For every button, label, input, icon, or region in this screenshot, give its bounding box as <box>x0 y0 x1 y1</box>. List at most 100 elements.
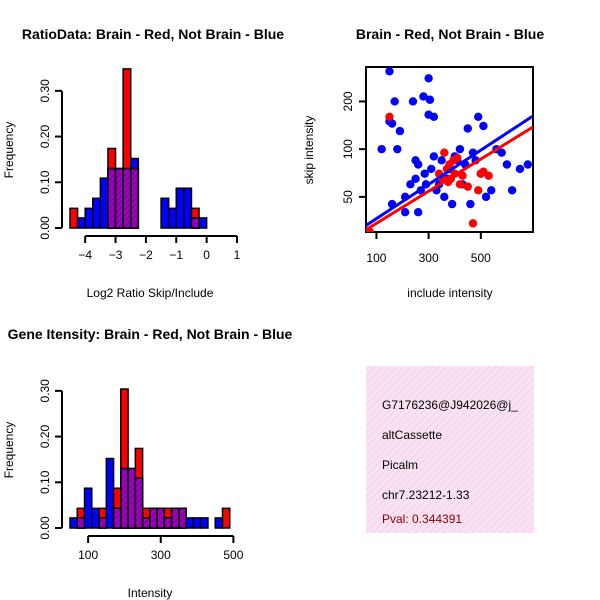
ratio-hist-x-tick-label: −1 <box>169 248 183 262</box>
scatter-point-notbrain <box>419 92 428 101</box>
ratio-hist-bar-overlap <box>107 167 117 229</box>
intensity-hist-bar-notbrain <box>69 517 79 529</box>
scatter-point-brain <box>468 219 478 228</box>
ratio-hist-bar-notbrain <box>99 177 109 229</box>
intensity-hist-y-tick-label: 0.20 <box>38 425 52 449</box>
scatter-point-notbrain <box>474 112 483 122</box>
scatter-point-brain <box>440 148 449 157</box>
scatter-point-notbrain <box>447 199 457 209</box>
intensity-hist-bar-notbrain <box>214 517 224 529</box>
scatter-fit-line-brain <box>366 125 533 232</box>
scatter-point-brain <box>458 171 467 180</box>
scatter-point-notbrain <box>515 164 525 174</box>
scatter-point-brain <box>385 112 394 122</box>
intensity-hist-bar-overlap <box>98 517 108 529</box>
intensity-hist-bar-notbrain <box>83 487 93 529</box>
scatter-point-notbrain <box>413 208 423 217</box>
scatter-point-notbrain <box>463 124 472 133</box>
intensity-hist-bar-overlap <box>178 507 187 529</box>
ratio-hist-bar-notbrain <box>84 207 94 229</box>
intensity-hist-bar-notbrain <box>185 517 195 529</box>
scatter-point-notbrain <box>411 156 420 165</box>
info-event-type: altCassette <box>382 428 442 442</box>
scatter-points <box>366 67 533 232</box>
scatter-point-brain <box>453 153 462 163</box>
ratio-hist-bar-overlap <box>122 167 132 229</box>
intensity-histogram: Gene Itensity: Brain - Red, Not Brain - … <box>2 326 293 600</box>
scatter-point-notbrain <box>377 144 386 154</box>
scatter-fit-line-notbrain <box>366 114 533 227</box>
ratio-hist-y-tick-label: 0.10 <box>38 170 52 194</box>
ratio-hist-xlabel: Log2 Ratio Skip/Include <box>87 286 214 300</box>
ratio-hist-bar-notbrain <box>183 187 193 229</box>
ratio-hist-bar-notbrain <box>175 187 185 229</box>
scatter-point-notbrain <box>429 152 439 161</box>
scatter-point-notbrain <box>440 192 449 202</box>
scatter-point-notbrain <box>497 148 506 157</box>
intensity-scatter: Brain - Red, Not Brain - Blue 100 300 500 5… <box>302 26 544 300</box>
intensity-hist-bar-notbrain <box>91 507 100 529</box>
scatter-ylabel: skip intensity <box>302 116 316 185</box>
intensity-hist-bar-overlap <box>134 477 144 529</box>
ratio-hist-x-tick-label: −2 <box>139 248 153 262</box>
info-gene-name: Picalm <box>382 458 418 472</box>
ratio-histogram: RatioData: Brain - Red, Not Brain - Blue… <box>2 26 284 300</box>
intensity-hist-y-tick-label: 0.30 <box>38 379 52 403</box>
ratio-hist-bar-notbrain <box>76 217 86 229</box>
ratio-hist-bar-notbrain <box>160 197 170 229</box>
scatter-point-notbrain <box>427 164 436 174</box>
intensity-hist-y-tick-label: 0.00 <box>38 516 52 540</box>
scatter-x-tick-label: 500 <box>471 251 491 265</box>
scatter-point-notbrain <box>487 186 496 195</box>
scatter-point-brain <box>484 171 493 180</box>
scatter-point-notbrain <box>479 121 488 131</box>
intensity-hist-bar-notbrain <box>192 517 202 529</box>
scatter-point-notbrain <box>385 67 394 76</box>
intensity-hist-ylabel: Frequency <box>2 422 16 479</box>
intensity-hist-x-tick-label: 300 <box>151 548 171 562</box>
intensity-hist-bar-overlap <box>127 467 137 529</box>
ratio-hist-bar-notbrain <box>92 197 102 229</box>
ratio-hist-x-tick-label: −3 <box>109 248 123 262</box>
scatter-point-notbrain <box>425 95 435 104</box>
scatter-point-brain <box>474 186 483 195</box>
intensity-hist-bar-overlap <box>76 517 86 529</box>
scatter-y-tick-label: 50 <box>341 190 355 204</box>
intensity-hist-xlabel: Intensity <box>128 586 173 600</box>
intensity-hist-bar-overlap <box>163 517 173 529</box>
scatter-title: Brain - Red, Not Brain - Blue <box>356 26 544 42</box>
intensity-hist-title: Gene Itensity: Brain - Red, Not Brain - … <box>8 326 293 342</box>
ratio-hist-y-tick-label: 0.30 <box>38 79 52 103</box>
info-panel-background <box>366 366 534 533</box>
ratio-hist-y-tick-label: 0.20 <box>38 125 52 149</box>
scatter-point-notbrain <box>395 126 405 136</box>
scatter-point-notbrain <box>408 97 418 106</box>
scatter-xlabel: include intensity <box>407 286 492 300</box>
ratio-hist-title: RatioData: Brain - Red, Not Brain - Blue <box>22 26 284 42</box>
scatter-point-notbrain <box>390 97 399 106</box>
scatter-y-tick-label: 200 <box>341 91 355 111</box>
ratio-hist-x-tick-label: 0 <box>203 248 210 262</box>
scatter-point-notbrain <box>437 156 446 165</box>
scatter-point-notbrain <box>481 192 491 202</box>
intensity-hist-x-tick-label: 500 <box>223 548 243 562</box>
scatter-point-brain <box>463 182 472 191</box>
scatter-x-tick-label: 300 <box>419 251 439 265</box>
intensity-hist-axes: 0.00 0.10 0.20 0.30 100 300 500 <box>38 379 244 562</box>
info-event-id: G7176236@J942026@j_ <box>382 398 518 412</box>
ratio-hist-bars <box>69 68 208 229</box>
scatter-point-notbrain <box>411 174 420 183</box>
intensity-hist-y-tick-label: 0.10 <box>38 470 52 494</box>
info-location: chr7.23212-1.33 <box>382 488 470 502</box>
scatter-point-notbrain <box>455 144 465 154</box>
scatter-point-notbrain <box>502 160 512 169</box>
ratio-hist-bar-notbrain <box>167 207 178 229</box>
intensity-hist-x-tick-label: 100 <box>78 548 98 562</box>
scatter-point-notbrain <box>466 199 475 209</box>
ratio-hist-x-tick-label: 1 <box>234 248 241 262</box>
ratio-hist-y-tick-label: 0.00 <box>38 216 52 240</box>
info-panel: G7176236@J942026@j_ altCassette Picalm c… <box>366 366 534 533</box>
ratio-hist-bar-overlap <box>114 167 124 229</box>
scatter-point-notbrain <box>429 112 439 122</box>
